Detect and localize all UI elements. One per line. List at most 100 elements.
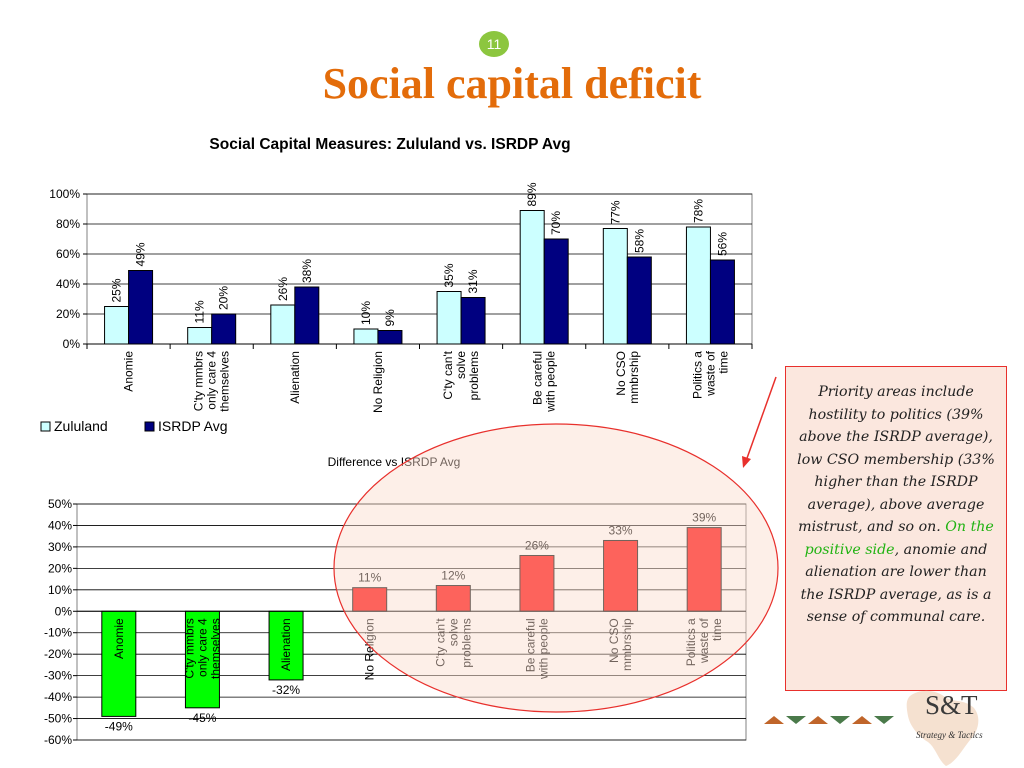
chart1-bar-zululand bbox=[353, 328, 379, 345]
chart1-category-label: waste of bbox=[703, 350, 717, 396]
chart1-category-label: C'ty mmbrs bbox=[192, 351, 206, 411]
chart1-data-label: 11% bbox=[193, 300, 207, 323]
legend-label-zululand: Zululand bbox=[54, 418, 108, 434]
chart1-bar-isrdp bbox=[128, 270, 154, 345]
chart2-category-label: Anomie bbox=[112, 618, 126, 659]
chart2-bar-positive bbox=[603, 539, 639, 612]
legend-swatch-zululand bbox=[40, 421, 51, 432]
chart2-category-label: C'ty mmbrs bbox=[182, 618, 196, 678]
chart1-category-label: C'ty can't bbox=[441, 350, 455, 399]
chart1-category-label: No CSO bbox=[614, 351, 628, 396]
chart1-category-label: Politics a bbox=[690, 351, 704, 399]
chart1-bar-isrdp bbox=[626, 256, 652, 345]
chart2-ytick-label: 10% bbox=[48, 583, 72, 597]
chart1-data-label: 26% bbox=[276, 277, 290, 301]
chart2-bar-negative bbox=[268, 610, 304, 681]
chart1-ytick-label: 80% bbox=[56, 217, 80, 231]
chart1-data-label: 58% bbox=[632, 229, 646, 253]
chart1-data-label: 49% bbox=[134, 242, 148, 266]
chart1-data-label: 9% bbox=[383, 309, 397, 327]
chart1-data-label: 89% bbox=[525, 182, 539, 206]
chart1-bar-zululand bbox=[104, 306, 130, 345]
note-highlight: On the positive side bbox=[804, 519, 994, 558]
chart1-data-label: 56% bbox=[715, 232, 729, 256]
chart1-data-label: 25% bbox=[110, 278, 124, 302]
chart1-bar-zululand bbox=[187, 327, 213, 345]
chart2-ytick-label: -30% bbox=[44, 669, 72, 683]
chart1-data-label: 38% bbox=[300, 259, 314, 283]
chart2-bar-positive bbox=[519, 554, 555, 612]
chart1-ytick-label: 40% bbox=[56, 277, 80, 291]
legend-swatch-isrdp bbox=[144, 421, 155, 432]
chart1-ytick-label: 60% bbox=[56, 247, 80, 261]
chart1-ytick-label: 100% bbox=[49, 187, 80, 201]
logo-tagline: Strategy & Tactics bbox=[916, 730, 983, 740]
chart1-category-label: mmbrship bbox=[627, 351, 641, 404]
chart2-category-label: C'ty can't bbox=[433, 618, 447, 667]
chart1-data-label: 20% bbox=[217, 286, 231, 310]
chart2-ytick-label: -40% bbox=[44, 690, 72, 704]
chart1-category-label: problems bbox=[467, 351, 481, 400]
chart1-category-label: themselves bbox=[218, 351, 232, 412]
chart1-bar-isrdp bbox=[294, 286, 320, 345]
chart1-bar-isrdp bbox=[211, 313, 237, 345]
logo-graphic bbox=[764, 690, 979, 766]
callout-note-box: Priority areas include hostility to poli… bbox=[785, 366, 1007, 691]
chart1-bar-isrdp bbox=[377, 330, 403, 345]
chart2-ytick-label: 20% bbox=[48, 561, 72, 575]
chart2-category-label: solve bbox=[446, 618, 460, 646]
chart2-ytick-label: 0% bbox=[55, 604, 73, 618]
chart2-ytick-label: -10% bbox=[44, 626, 72, 640]
chart2-ytick-label: -20% bbox=[44, 647, 72, 661]
chart2-data-label: 39% bbox=[692, 511, 716, 525]
chart1-category-label: only care 4 bbox=[205, 351, 219, 410]
chart1-bar-zululand bbox=[436, 291, 462, 345]
chart2-data-label: -32% bbox=[272, 683, 300, 697]
chart2-category-label: No Religion bbox=[363, 618, 377, 680]
chart2-data-label: 11% bbox=[358, 571, 381, 585]
note-text: Priority areas include hostility to poli… bbox=[797, 384, 995, 535]
chart1-data-label: 77% bbox=[608, 200, 622, 224]
callout-arrow-head bbox=[742, 456, 751, 468]
chart2-category-label: Politics a bbox=[684, 618, 698, 666]
chart2-category-label: with people bbox=[536, 618, 550, 680]
chart2-category-label: Be careful bbox=[523, 618, 537, 672]
st-logo: S&T Strategy & Tactics bbox=[760, 688, 1024, 768]
chart2-category-label: No CSO bbox=[607, 618, 621, 663]
chart1-bar-isrdp bbox=[709, 259, 735, 345]
chart1-data-label: 35% bbox=[442, 263, 456, 287]
chart1-category-label: time bbox=[716, 351, 730, 374]
chart1-bar-zululand bbox=[270, 304, 296, 345]
legend-label-isrdp: ISRDP Avg bbox=[158, 418, 228, 434]
chart1-data-label: 78% bbox=[691, 199, 705, 223]
chart2-category-label: mmbrship bbox=[620, 618, 634, 671]
chart2-category-label: Alienation bbox=[279, 618, 293, 671]
chart2-category-label: waste of bbox=[697, 618, 711, 664]
chart1-bar-zululand bbox=[602, 228, 628, 345]
slide-number-badge: 11 bbox=[479, 31, 509, 57]
chart2-data-label: 12% bbox=[441, 569, 465, 583]
chart1-category-label: Be careful bbox=[531, 351, 545, 405]
chart1-data-label: 31% bbox=[466, 269, 480, 293]
chart1-bar-zululand bbox=[519, 210, 545, 345]
chart2-ytick-label: 50% bbox=[48, 497, 72, 511]
chart2-category-label: problems bbox=[459, 618, 473, 667]
chart2-bar-positive bbox=[435, 585, 471, 612]
slide-title: Social capital deficit bbox=[322, 59, 702, 108]
chart2-category-label: only care 4 bbox=[195, 618, 209, 677]
chart1-category-label: solve bbox=[454, 351, 468, 379]
chart2-ytick-label: -60% bbox=[44, 733, 72, 747]
chart2-data-label: -45% bbox=[188, 711, 216, 725]
chart1-category-label: No Religion bbox=[371, 351, 385, 413]
chart2-category-label: themselves bbox=[208, 618, 222, 679]
chart1-data-label: 10% bbox=[359, 301, 373, 325]
chart1-bar-zululand bbox=[685, 226, 711, 345]
chart2-ytick-label: 30% bbox=[48, 540, 72, 554]
logo-letters: S&T bbox=[925, 690, 978, 720]
chart2-data-label: 33% bbox=[609, 523, 633, 537]
chart2-bar-negative bbox=[101, 610, 137, 717]
chart2-data-label: -49% bbox=[105, 719, 133, 733]
chart2-title: Difference vs ISRDP Avg bbox=[328, 455, 461, 469]
chart1-plot-area bbox=[86, 193, 753, 345]
